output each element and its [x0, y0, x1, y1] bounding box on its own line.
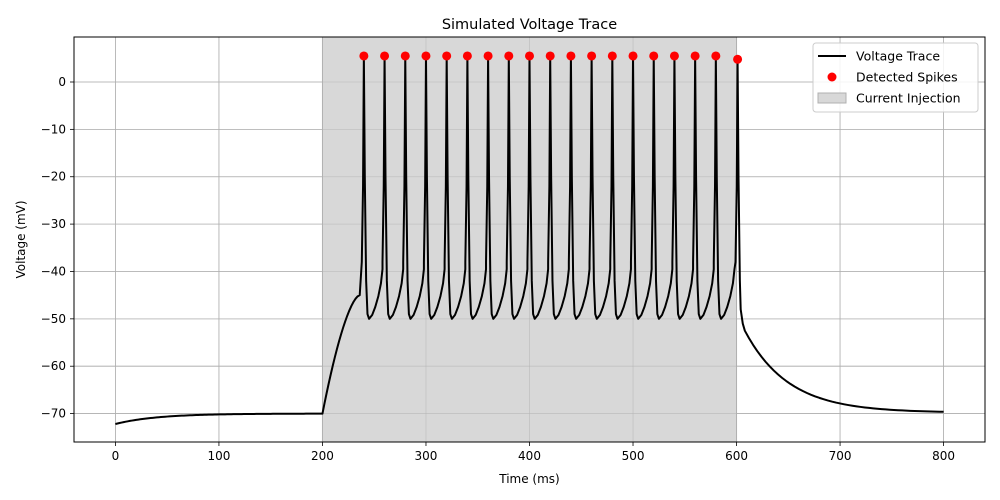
spike-marker: [545, 51, 555, 61]
legend-label-spikes: Detected Spikes: [856, 70, 958, 85]
spike-marker: [649, 51, 659, 61]
legend: Voltage Trace Detected Spikes Current In…: [812, 42, 979, 113]
legend-label-voltage: Voltage Trace: [856, 49, 940, 64]
x-tick-label: 500: [622, 449, 645, 463]
spike-marker: [566, 51, 576, 61]
x-tick-label: 0: [112, 449, 120, 463]
y-axis-ticks: 0 −10 −20 −30 −40 −50 −60 −70: [41, 75, 74, 421]
spike-marker: [421, 51, 431, 61]
y-tick-label: −70: [41, 407, 66, 421]
spike-marker: [442, 51, 452, 61]
spike-marker: [380, 51, 390, 61]
x-tick-label: 300: [415, 449, 438, 463]
y-axis-label: Voltage (mV): [14, 200, 28, 278]
chart-title: Simulated Voltage Trace: [442, 17, 617, 33]
spike-marker: [400, 51, 410, 61]
spike-marker: [669, 51, 679, 61]
x-axis-label: Time (ms): [498, 472, 560, 486]
x-tick-label: 400: [518, 449, 541, 463]
spike-marker: [690, 51, 700, 61]
detected-spikes-layer: [359, 51, 743, 64]
legend-box: [812, 42, 979, 113]
y-tick-label: −40: [41, 264, 66, 278]
y-tick-label: −50: [41, 312, 66, 326]
spike-marker: [711, 51, 721, 61]
spike-marker: [462, 51, 472, 61]
x-tick-label: 100: [207, 449, 230, 463]
spike-marker: [733, 54, 743, 64]
spike-marker: [525, 51, 534, 61]
spike-marker: [607, 51, 617, 61]
legend-label-injection: Current Injection: [856, 91, 961, 106]
spike-marker: [504, 51, 514, 61]
spike-marker: [483, 51, 493, 61]
spike-marker: [628, 51, 638, 61]
x-tick-label: 800: [932, 449, 955, 463]
spike-marker: [359, 51, 369, 61]
x-tick-label: 700: [829, 449, 852, 463]
y-tick-label: −60: [41, 359, 66, 373]
y-tick-label: −30: [41, 217, 66, 231]
x-axis-ticks: 0 100 200 300 400 500 600 700 800: [112, 442, 955, 463]
legend-injection-swatch: [817, 92, 847, 104]
x-tick-label: 200: [311, 449, 334, 463]
y-tick-label: −10: [41, 122, 66, 136]
y-tick-label: 0: [58, 75, 66, 89]
x-tick-label: 600: [725, 449, 748, 463]
legend-spikes-swatch: [827, 72, 837, 82]
spike-marker: [587, 51, 597, 61]
y-tick-label: −20: [41, 170, 66, 184]
